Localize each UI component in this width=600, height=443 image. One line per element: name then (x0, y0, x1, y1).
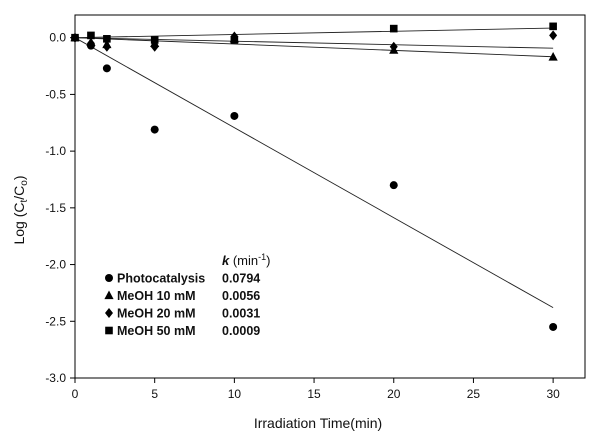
x-tick-label: 20 (387, 387, 401, 401)
data-point (549, 22, 557, 31)
legend-label: MeOH 50 mM (117, 324, 196, 338)
fit-line (74, 37, 554, 58)
data-point (102, 41, 111, 52)
y-tick-label: -0.5 (45, 87, 66, 101)
y-tick-label: -2.5 (45, 314, 66, 328)
data-point (389, 41, 398, 52)
y-tick-label: -2.0 (45, 258, 66, 272)
x-tick-label: 0 (72, 387, 79, 401)
x-axis-title: Irradiation Time(min) (254, 415, 382, 431)
x-tick-label: 10 (228, 387, 242, 401)
plot-frame (74, 14, 586, 379)
legend-marker (105, 326, 113, 335)
k-header: k (min-1) (222, 252, 270, 268)
y-tick-label: 0.0 (49, 31, 66, 45)
data-point (103, 35, 111, 43)
fit-line (74, 37, 554, 49)
x-tick-label: 5 (151, 387, 158, 401)
x-tick-label: 30 (546, 387, 560, 401)
data-point (549, 30, 558, 41)
data-point (87, 31, 95, 40)
legend-label: MeOH 20 mM (117, 307, 196, 321)
data-point (389, 24, 398, 33)
data-point (102, 64, 111, 73)
data-point (549, 322, 558, 331)
legend-k-value: 0.0794 (222, 272, 260, 286)
x-tick-label: 15 (307, 387, 321, 401)
x-tick-label: 25 (467, 387, 481, 401)
data-point (150, 36, 159, 44)
y-tick-label: -1.5 (45, 201, 66, 215)
legend-marker (105, 308, 113, 318)
legend-marker (105, 274, 113, 282)
data-point (150, 125, 159, 134)
data-point (548, 51, 558, 61)
data-point (230, 111, 239, 120)
y-tick-label: -1.0 (45, 144, 66, 158)
fit-line (74, 27, 554, 39)
legend-label: MeOH 10 mM (117, 289, 196, 303)
y-axis-title: Log (Ct/Co) (11, 175, 30, 244)
fit-line (74, 37, 554, 309)
legend-k-value: 0.0031 (222, 307, 260, 321)
legend-k-value: 0.0056 (222, 289, 260, 303)
data-point (71, 33, 79, 42)
legend-label: Photocatalysis (117, 272, 205, 286)
data-point (150, 41, 159, 52)
legend-marker (104, 290, 114, 300)
legend-k-value: 0.0009 (222, 324, 260, 338)
y-tick-label: -3.0 (45, 371, 66, 385)
data-point (86, 38, 95, 49)
data-point (230, 36, 239, 44)
data-point (389, 181, 398, 190)
